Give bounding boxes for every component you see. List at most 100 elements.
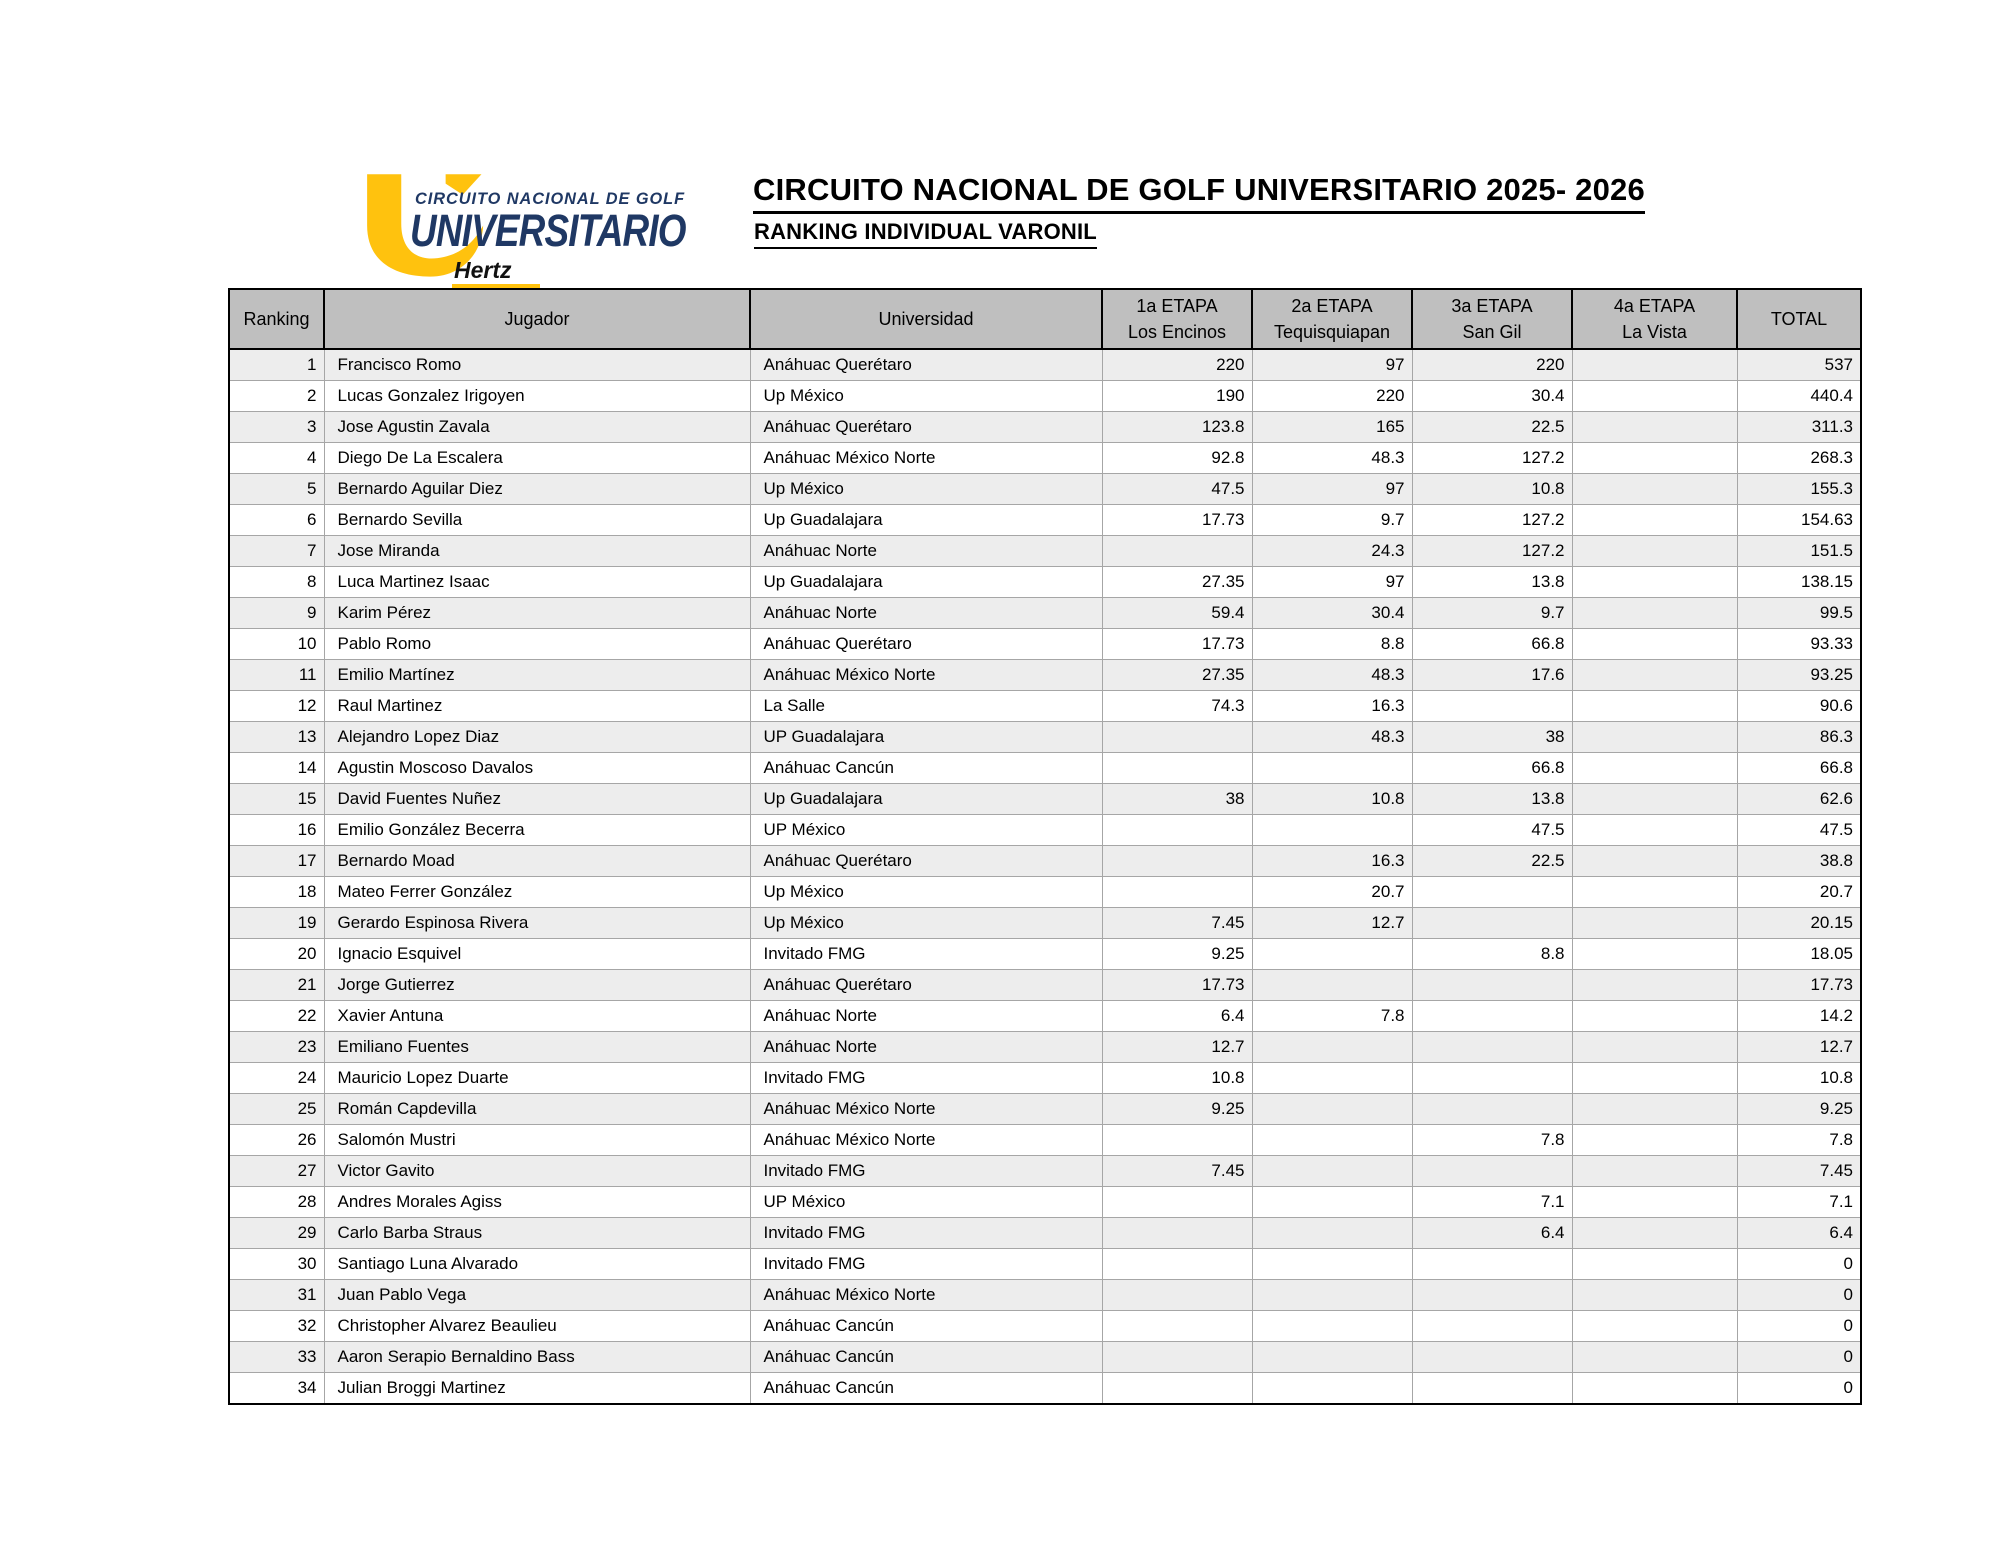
cell-player: Agustin Moscoso Davalos xyxy=(323,752,751,784)
cell-etapa2: 12.7 xyxy=(1251,907,1413,939)
cell-etapa1 xyxy=(1101,876,1253,908)
cell-total: 0 xyxy=(1736,1310,1862,1342)
cell-university: Invitado FMG xyxy=(749,1248,1103,1280)
table-row: 5 Bernardo Aguilar Diez Up México 47.5 97 10.… xyxy=(228,473,1862,505)
cell-etapa1: 7.45 xyxy=(1101,907,1253,939)
cell-etapa4 xyxy=(1571,752,1738,784)
cell-university: Anáhuac Norte xyxy=(749,597,1103,629)
cell-etapa2 xyxy=(1251,969,1413,1001)
cell-etapa3 xyxy=(1411,1310,1573,1342)
logo-text-universitario: UNIVERSITARIO xyxy=(410,205,687,256)
cell-player: Bernardo Sevilla xyxy=(323,504,751,536)
cell-total: 9.25 xyxy=(1736,1093,1862,1125)
cell-university: Anáhuac Querétaro xyxy=(749,845,1103,877)
table-row: 27 Victor Gavito Invitado FMG 7.45 7.45 xyxy=(228,1155,1862,1187)
table-row: 26 Salomón Mustri Anáhuac México Norte 7.8 7… xyxy=(228,1124,1862,1156)
cell-etapa1 xyxy=(1101,721,1253,753)
table-row: 10 Pablo Romo Anáhuac Querétaro 17.73 8.8 66.… xyxy=(228,628,1862,660)
cell-rank: 13 xyxy=(228,721,325,753)
cell-total: 12.7 xyxy=(1736,1031,1862,1063)
table-row: 31 Juan Pablo Vega Anáhuac México Norte 0 xyxy=(228,1279,1862,1311)
cell-etapa3 xyxy=(1411,1031,1573,1063)
cell-rank: 31 xyxy=(228,1279,325,1311)
cell-etapa4 xyxy=(1571,1186,1738,1218)
cell-rank: 4 xyxy=(228,442,325,474)
cell-etapa1 xyxy=(1101,535,1253,567)
cell-etapa3: 13.8 xyxy=(1411,566,1573,598)
cell-rank: 18 xyxy=(228,876,325,908)
cell-university: Anáhuac Querétaro xyxy=(749,411,1103,443)
cell-etapa2 xyxy=(1251,1155,1413,1187)
cell-total: 7.45 xyxy=(1736,1155,1862,1187)
cell-etapa3 xyxy=(1411,1279,1573,1311)
cell-etapa3: 10.8 xyxy=(1411,473,1573,505)
cell-player: Emiliano Fuentes xyxy=(323,1031,751,1063)
cell-total: 7.8 xyxy=(1736,1124,1862,1156)
cell-total: 86.3 xyxy=(1736,721,1862,753)
cell-university: Up México xyxy=(749,907,1103,939)
cell-etapa3 xyxy=(1411,876,1573,908)
cell-etapa1: 74.3 xyxy=(1101,690,1253,722)
cell-etapa4 xyxy=(1571,1217,1738,1249)
cell-etapa2: 48.3 xyxy=(1251,659,1413,691)
cell-rank: 22 xyxy=(228,1000,325,1032)
cell-etapa3: 9.7 xyxy=(1411,597,1573,629)
table-row: 16 Emilio González Becerra UP México 47.5 47… xyxy=(228,814,1862,846)
cell-university: Anáhuac Querétaro xyxy=(749,969,1103,1001)
cell-etapa4 xyxy=(1571,814,1738,846)
cell-etapa4 xyxy=(1571,348,1738,381)
cell-etapa3: 38 xyxy=(1411,721,1573,753)
cell-etapa1: 17.73 xyxy=(1101,628,1253,660)
cell-etapa2 xyxy=(1251,1062,1413,1094)
cell-player: Santiago Luna Alvarado xyxy=(323,1248,751,1280)
cell-university: Anáhuac México Norte xyxy=(749,1279,1103,1311)
cell-etapa4 xyxy=(1571,690,1738,722)
cell-total: 10.8 xyxy=(1736,1062,1862,1094)
cell-player: Emilio Martínez xyxy=(323,659,751,691)
cell-etapa3 xyxy=(1411,969,1573,1001)
table-row: 30 Santiago Luna Alvarado Invitado FMG 0 xyxy=(228,1248,1862,1280)
cell-etapa3: 220 xyxy=(1411,348,1573,381)
cell-etapa1 xyxy=(1101,1341,1253,1373)
cell-etapa4 xyxy=(1571,783,1738,815)
table-row: 28 Andres Morales Agiss UP México 7.1 7.1 xyxy=(228,1186,1862,1218)
cell-etapa1: 59.4 xyxy=(1101,597,1253,629)
cell-etapa2 xyxy=(1251,1279,1413,1311)
cell-etapa4 xyxy=(1571,876,1738,908)
column-header-jugador: Jugador xyxy=(323,288,751,350)
cell-rank: 16 xyxy=(228,814,325,846)
cell-etapa3: 7.8 xyxy=(1411,1124,1573,1156)
cell-player: Diego De La Escalera xyxy=(323,442,751,474)
table-row: 11 Emilio Martínez Anáhuac México Norte 27.… xyxy=(228,659,1862,691)
cell-university: Up México xyxy=(749,876,1103,908)
cell-university: Anáhuac Cancún xyxy=(749,1310,1103,1342)
cell-player: Salomón Mustri xyxy=(323,1124,751,1156)
cell-rank: 32 xyxy=(228,1310,325,1342)
cell-etapa3: 127.2 xyxy=(1411,504,1573,536)
cell-university: Anáhuac México Norte xyxy=(749,442,1103,474)
cell-university: Up Guadalajara xyxy=(749,783,1103,815)
cell-etapa1: 7.45 xyxy=(1101,1155,1253,1187)
column-header-2a-etapa: 2a ETAPA Tequisquiapan xyxy=(1251,288,1413,350)
cell-player: Karim Pérez xyxy=(323,597,751,629)
cell-total: 155.3 xyxy=(1736,473,1862,505)
cell-etapa1: 38 xyxy=(1101,783,1253,815)
cell-player: Francisco Romo xyxy=(323,348,751,381)
cell-rank: 5 xyxy=(228,473,325,505)
cell-university: Anáhuac Norte xyxy=(749,1000,1103,1032)
cell-university: La Salle xyxy=(749,690,1103,722)
logo-text-hertz: Hertz xyxy=(454,257,512,283)
cell-etapa4 xyxy=(1571,969,1738,1001)
cell-etapa4 xyxy=(1571,1310,1738,1342)
cell-player: David Fuentes Nuñez xyxy=(323,783,751,815)
cell-player: Jose Agustin Zavala xyxy=(323,411,751,443)
cell-total: 6.4 xyxy=(1736,1217,1862,1249)
cell-etapa1: 9.25 xyxy=(1101,1093,1253,1125)
cell-rank: 21 xyxy=(228,969,325,1001)
cell-etapa1 xyxy=(1101,1310,1253,1342)
cell-etapa2 xyxy=(1251,1217,1413,1249)
cell-player: Jose Miranda xyxy=(323,535,751,567)
ranking-table-body: 1 Francisco Romo Anáhuac Querétaro 220 97 220… xyxy=(228,348,1862,1405)
cell-etapa2: 97 xyxy=(1251,473,1413,505)
cell-etapa1 xyxy=(1101,1217,1253,1249)
